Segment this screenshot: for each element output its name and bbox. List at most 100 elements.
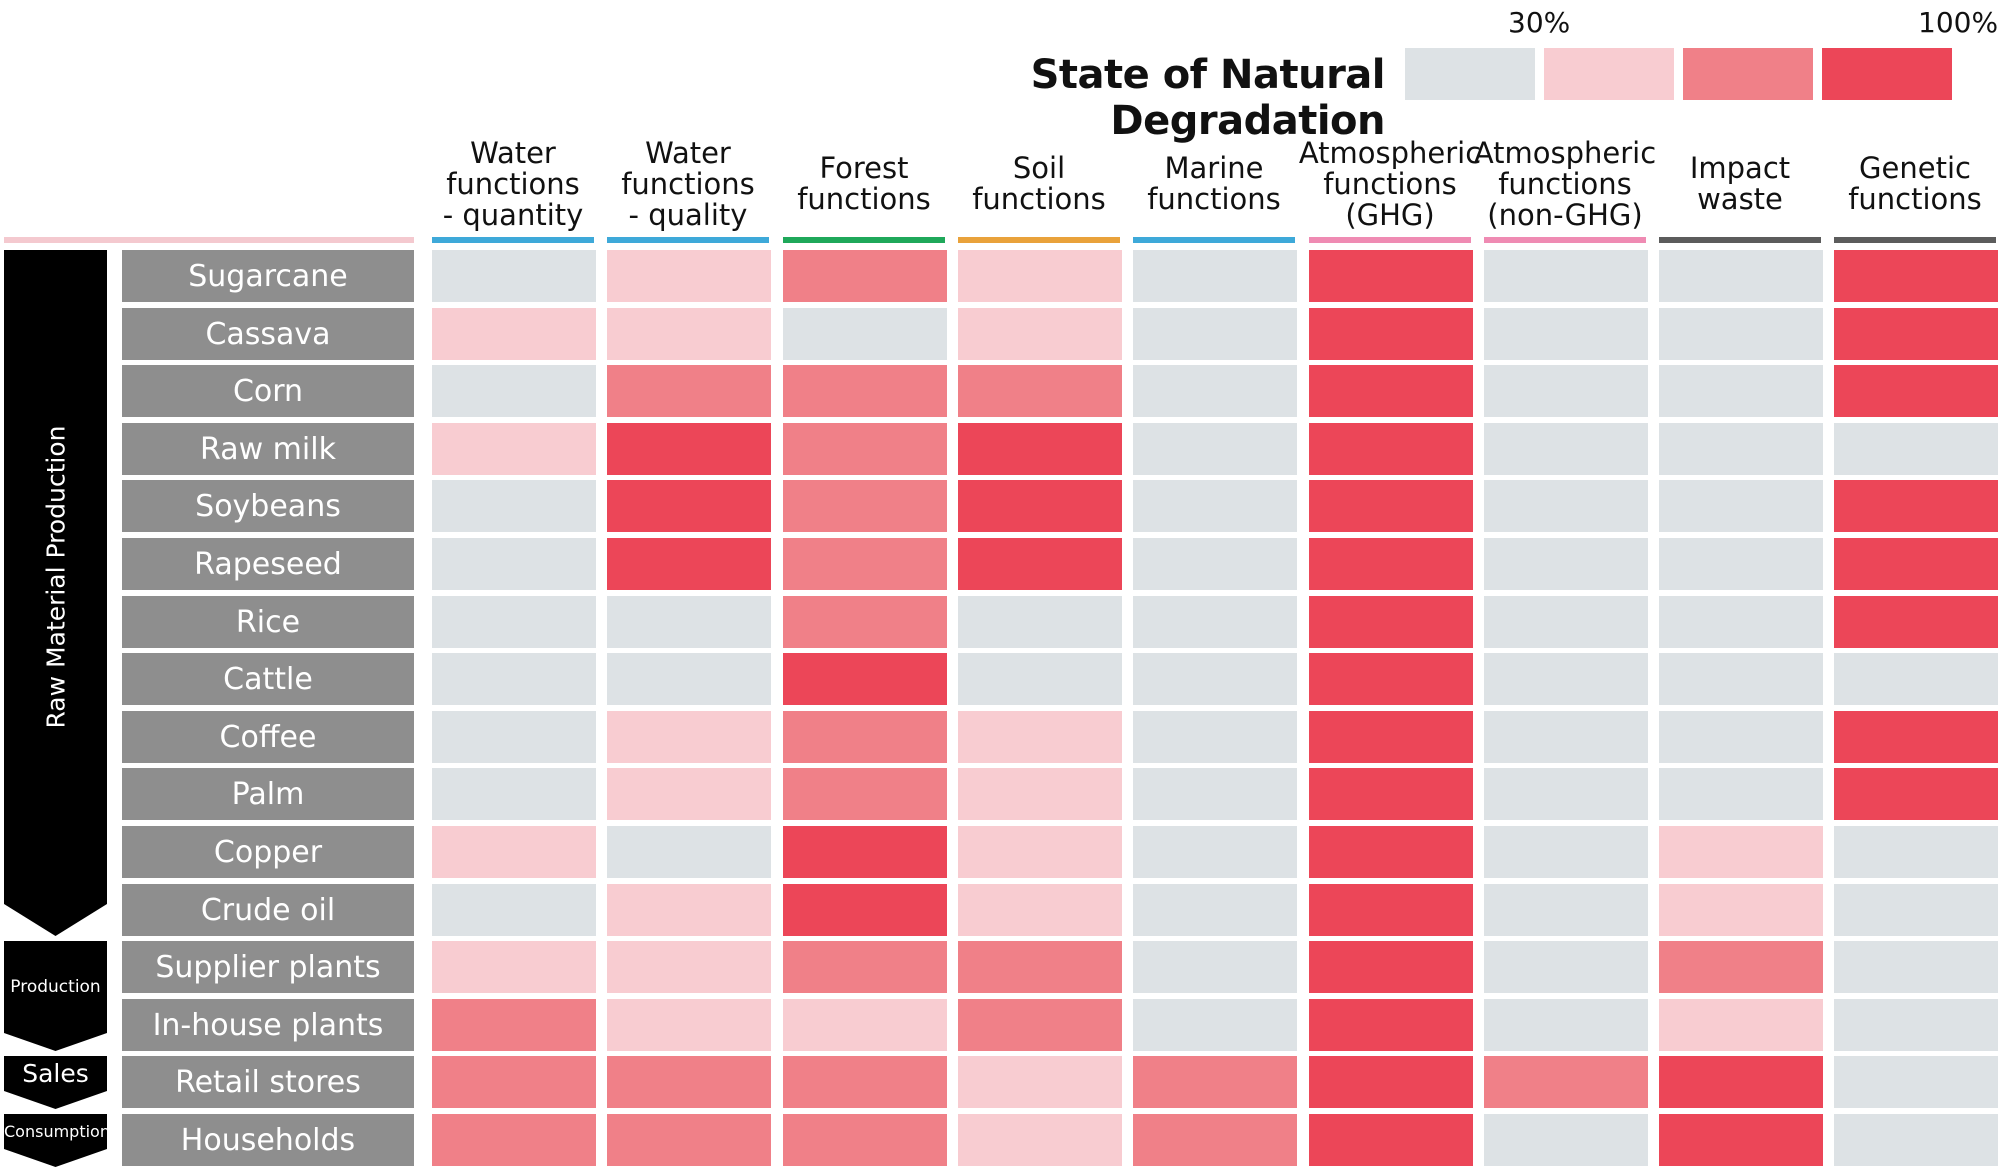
- column-header-rule: [783, 237, 945, 243]
- heatmap-cell: [1133, 365, 1297, 417]
- row-label: Raw milk: [122, 423, 414, 475]
- heatmap-cell: [1133, 884, 1297, 936]
- heatmap-cell: [1834, 1114, 1998, 1166]
- column-header-rule: [607, 237, 769, 243]
- row-label: Crude oil: [122, 884, 414, 936]
- heatmap-cell: [1659, 1114, 1823, 1166]
- heatmap-cell: [432, 250, 596, 302]
- heatmap-cell: [783, 826, 947, 878]
- row-label: Palm: [122, 768, 414, 820]
- legend-high-label: 100%: [1918, 6, 1999, 39]
- heatmap-cell: [783, 941, 947, 993]
- heatmap-cell: [1834, 250, 1998, 302]
- row-label: Corn: [122, 365, 414, 417]
- heatmap-cell: [1309, 308, 1473, 360]
- heatmap-cell: [783, 653, 947, 705]
- heatmap-cell: [1834, 1056, 1998, 1108]
- heatmap-cell: [783, 538, 947, 590]
- column-header: Atmospheric functions (GHG): [1298, 135, 1482, 232]
- heatmap-cell: [1659, 653, 1823, 705]
- heatmap-cell: [783, 423, 947, 475]
- heatmap-cell: [1133, 596, 1297, 648]
- heatmap-cell: [1659, 365, 1823, 417]
- heatmap-cell: [1309, 480, 1473, 532]
- row-label: Sugarcane: [122, 250, 414, 302]
- heatmap-cell: [783, 999, 947, 1051]
- stage-label: Consumption: [4, 1122, 110, 1141]
- heatmap-cell: [1484, 365, 1648, 417]
- heatmap-cell: [432, 480, 596, 532]
- column-header: Marine functions: [1147, 151, 1281, 216]
- column-header: Genetic functions: [1848, 151, 1982, 216]
- row-label-header-rule: [4, 237, 414, 243]
- row-label: Coffee: [122, 711, 414, 763]
- heatmap-cell: [958, 711, 1122, 763]
- heatmap-cell: [432, 826, 596, 878]
- heatmap-cell: [958, 365, 1122, 417]
- column-header: Water functions - quantity: [442, 135, 584, 232]
- heatmap-cell: [958, 884, 1122, 936]
- stage-arrow: Sales: [4, 1056, 107, 1109]
- heatmap-cell: [958, 1056, 1122, 1108]
- heatmap-cell: [1834, 308, 1998, 360]
- column-header: Forest functions: [797, 151, 931, 216]
- heatmap-cell: [607, 1056, 771, 1108]
- heatmap-cell: [783, 1056, 947, 1108]
- heatmap-cell: [607, 826, 771, 878]
- heatmap-cell: [1309, 711, 1473, 763]
- heatmap-cell: [1834, 423, 1998, 475]
- heatmap-cell: [1834, 884, 1998, 936]
- row-label: Soybeans: [122, 480, 414, 532]
- heatmap-cell: [1484, 768, 1648, 820]
- heatmap-cell: [1659, 711, 1823, 763]
- heatmap-cell: [1309, 423, 1473, 475]
- heatmap-cell: [607, 768, 771, 820]
- stage-arrow: Production: [4, 941, 107, 1051]
- heatmap-cell: [1659, 538, 1823, 590]
- row-label: Rapeseed: [122, 538, 414, 590]
- heatmap-cell: [958, 423, 1122, 475]
- heatmap-cell: [1484, 596, 1648, 648]
- heatmap-cell: [958, 250, 1122, 302]
- heatmap-cell: [1659, 596, 1823, 648]
- heatmap-cell: [958, 308, 1122, 360]
- heatmap-cell: [1659, 999, 1823, 1051]
- heatmap-cell: [958, 480, 1122, 532]
- heatmap-cell: [1484, 999, 1648, 1051]
- heatmap-cell: [1309, 1114, 1473, 1166]
- heatmap-cell: [607, 480, 771, 532]
- heatmap-cell: [1834, 653, 1998, 705]
- heatmap-cell: [1834, 941, 1998, 993]
- row-label: Cassava: [122, 308, 414, 360]
- heatmap-cell: [607, 250, 771, 302]
- heatmap-cell: [1133, 250, 1297, 302]
- row-label: Retail stores: [122, 1056, 414, 1108]
- heatmap-cell: [1309, 250, 1473, 302]
- heatmap-cell: [432, 999, 596, 1051]
- heatmap-cell: [1834, 538, 1998, 590]
- heatmap-cell: [1133, 941, 1297, 993]
- row-label: Supplier plants: [122, 941, 414, 993]
- heatmap-cell: [432, 308, 596, 360]
- heatmap-cell: [1834, 365, 1998, 417]
- heatmap-cell: [432, 711, 596, 763]
- heatmap-cell: [1133, 423, 1297, 475]
- heatmap-cell: [1484, 1114, 1648, 1166]
- heatmap-cell: [1834, 480, 1998, 532]
- heatmap-cell: [958, 826, 1122, 878]
- heatmap-cell: [1133, 826, 1297, 878]
- heatmap-cell: [607, 423, 771, 475]
- heatmap-cell: [1659, 884, 1823, 936]
- heatmap-cell: [1133, 308, 1297, 360]
- heatmap-cell: [1484, 480, 1648, 532]
- heatmap-cell: [607, 538, 771, 590]
- heatmap-cell: [432, 941, 596, 993]
- heatmap-cell: [607, 596, 771, 648]
- heatmap-cell: [1834, 826, 1998, 878]
- heatmap-cell: [783, 1114, 947, 1166]
- heatmap-cell: [1659, 308, 1823, 360]
- stage-arrow: Raw Material Production: [4, 250, 107, 936]
- heatmap-cell: [1484, 538, 1648, 590]
- heatmap-cell: [958, 999, 1122, 1051]
- column-header-rule: [1133, 237, 1295, 243]
